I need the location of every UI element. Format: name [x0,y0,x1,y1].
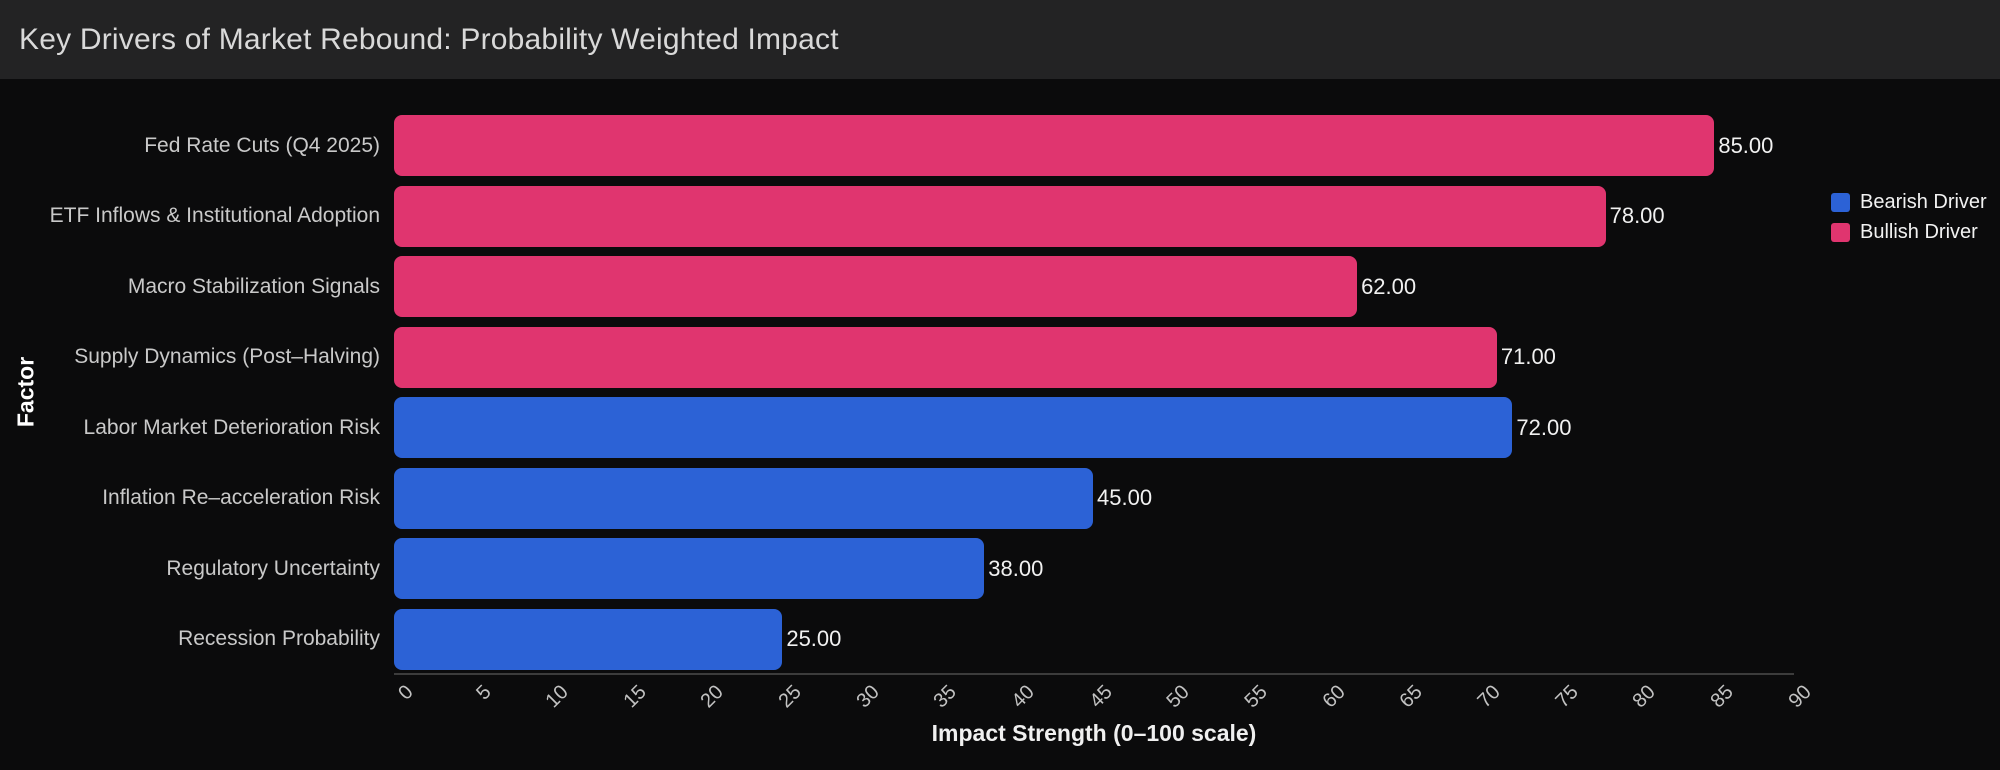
value-label: 78.00 [1609,203,1665,228]
category-label: Recession Probability [178,627,380,650]
x-axis-line [394,673,1794,675]
category-label: Inflation Re–acceleration Risk [102,486,380,509]
x-tick-label: 75 [1551,681,1583,713]
bar[interactable] [394,326,1497,388]
x-tick-label: 70 [1473,681,1505,713]
value-label: 45.00 [1097,485,1153,510]
bullish-swatch-icon [1831,223,1850,242]
bar[interactable] [394,467,1093,529]
x-axis-title: Impact Strength (0–100 scale) [931,720,1257,746]
value-label: 71.00 [1500,344,1556,369]
x-tick-label: 20 [696,681,729,713]
chart-title: Key Drivers of Market Rebound: Probabili… [19,22,839,56]
x-tick-label: 60 [1318,681,1350,713]
bar-chart: Factor Impact Strength (0–100 scale) Bea… [0,79,2000,770]
bearish-swatch-icon [1831,193,1850,212]
x-tick-label: 25 [774,681,806,713]
legend-label: Bullish Driver [1860,221,1978,243]
x-tick-label: 85 [1706,681,1738,713]
legend-item-bullish[interactable]: Bullish Driver [1831,221,1987,244]
x-tick-label: 50 [1162,681,1195,713]
title-bar: Key Drivers of Market Rebound: Probabili… [0,0,2000,79]
category-label: Macro Stabilization Signals [127,274,380,298]
bar[interactable] [394,115,1715,176]
bar[interactable] [394,397,1513,458]
x-tick-label: 30 [852,681,884,713]
x-tick-label: 35 [929,681,962,713]
bar[interactable] [394,538,985,599]
x-tick-label: 40 [1007,681,1039,713]
legend: Bearish Driver Bullish Driver [1831,191,1987,244]
x-tick-label: 15 [619,681,651,713]
bar[interactable] [394,185,1606,247]
bar[interactable] [394,256,1358,317]
bar[interactable] [394,608,783,670]
x-tick-label: 10 [541,681,573,713]
value-label: 62.00 [1361,273,1417,299]
value-label: 38.00 [988,555,1044,581]
category-label: Fed Rate Cuts (Q4 2025) [144,133,380,157]
value-label: 85.00 [1718,132,1774,158]
x-tick-label: 45 [1085,681,1117,713]
value-label: 25.00 [786,626,842,651]
category-label: Labor Market Deterioration Risk [83,415,380,439]
legend-label: Bearish Driver [1860,191,1987,213]
legend-item-bearish[interactable]: Bearish Driver [1831,191,1987,214]
x-tick-label: 5 [471,681,496,705]
category-label: ETF Inflows & Institutional Adoption [49,204,380,227]
x-tick-label: 55 [1240,681,1272,713]
x-tick-label: 65 [1395,681,1428,713]
category-label: Regulatory Uncertainty [166,556,380,580]
category-label: Supply Dynamics (Post–Halving) [74,345,380,368]
value-label: 72.00 [1516,414,1572,440]
x-tick-label: 0 [394,681,418,705]
x-tick-label: 90 [1784,681,1816,713]
x-tick-label: 80 [1628,681,1661,713]
